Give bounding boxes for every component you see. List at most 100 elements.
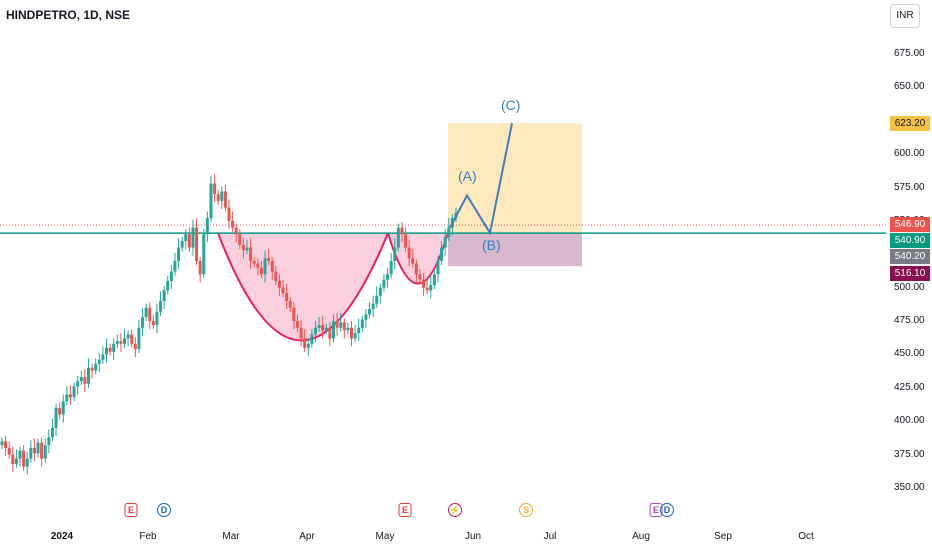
earnings-event-icon[interactable]: E	[398, 503, 412, 517]
candle-body	[180, 240, 184, 248]
candle-body	[342, 322, 346, 331]
candle-body	[61, 401, 65, 415]
price-badge: 540.20	[890, 249, 930, 264]
candle-body	[104, 347, 108, 355]
candle-body	[177, 247, 181, 261]
candle-body	[331, 321, 335, 339]
candle-body	[72, 386, 76, 398]
candle-body	[313, 327, 317, 335]
x-tick: Oct	[798, 531, 814, 542]
candle-body	[148, 307, 152, 322]
candle-body	[7, 447, 11, 455]
candle-body	[422, 279, 426, 288]
candle-body	[144, 307, 148, 318]
candle-body	[173, 260, 177, 272]
candle-body	[209, 183, 213, 219]
candle-body	[133, 343, 137, 350]
candle-body	[130, 334, 134, 344]
candle-body	[360, 319, 364, 328]
candle-body	[292, 307, 296, 322]
candle-body	[443, 236, 447, 248]
candle-body	[205, 218, 209, 235]
candle-body	[440, 247, 444, 261]
candle-body	[126, 334, 130, 339]
earnings-event-icon[interactable]: E	[124, 503, 138, 517]
symbol-title[interactable]: HINDPETRO, 1D, NSE	[6, 8, 131, 22]
currency-badge[interactable]: INR	[890, 4, 920, 28]
price-badge: 540.90	[890, 233, 930, 248]
y-tick: 500.00	[894, 281, 925, 293]
y-tick: 600.00	[894, 148, 925, 160]
wave-label: (C)	[501, 97, 521, 114]
y-tick: 450.00	[894, 348, 925, 360]
candle-body	[281, 287, 285, 294]
candle-body	[249, 247, 253, 261]
candle-body	[65, 394, 69, 402]
chart-canvas[interactable]	[0, 0, 886, 525]
candle-body	[50, 427, 54, 438]
candle-body	[252, 260, 256, 264]
candle-body	[83, 377, 87, 384]
candle-body	[155, 311, 159, 326]
price-badge: 623.20	[890, 116, 930, 131]
candle-body	[414, 263, 418, 275]
candle-body	[115, 341, 119, 344]
candle-body	[339, 322, 343, 328]
candle-body	[191, 227, 195, 248]
split-event-icon[interactable]: ⚡	[448, 503, 462, 517]
x-tick: May	[375, 531, 395, 542]
x-tick: Jul	[543, 531, 557, 542]
candle-body	[447, 227, 451, 237]
candle-body	[274, 271, 278, 282]
candle-body	[238, 234, 242, 245]
candle-body	[202, 234, 206, 275]
candle-body	[389, 260, 393, 275]
candle-body	[321, 325, 325, 331]
candle-body	[36, 442, 40, 454]
stop-zone	[448, 233, 582, 267]
y-tick: 400.00	[894, 415, 925, 427]
candle-body	[94, 363, 98, 371]
x-tick: Apr	[299, 531, 315, 542]
candle-body	[169, 271, 173, 282]
candle-body	[429, 285, 433, 291]
candle-body	[151, 321, 155, 326]
candle-body	[436, 260, 440, 275]
candle-body	[350, 327, 354, 339]
dividend-event-icon[interactable]: D	[157, 503, 171, 517]
time-axis[interactable]	[0, 525, 932, 550]
x-tick: Jun	[464, 531, 482, 542]
candle-body	[4, 441, 8, 448]
candle-body	[18, 450, 22, 459]
candle-body	[119, 341, 123, 344]
candle-body	[166, 281, 170, 291]
candle-body	[86, 367, 90, 384]
price-badge: 546.90	[890, 217, 930, 232]
candle-body	[227, 207, 231, 221]
candle-body	[295, 321, 299, 328]
candle-body	[368, 309, 372, 315]
candle-body	[79, 377, 83, 382]
y-tick: 425.00	[894, 381, 925, 393]
candle-body	[425, 287, 429, 291]
candle-body	[346, 327, 350, 331]
x-tick: 2024	[50, 531, 74, 542]
candle-body	[97, 359, 101, 364]
candle-body	[43, 445, 47, 459]
candle-body	[357, 327, 361, 334]
candle-body	[328, 327, 332, 339]
dividend-future-event-icon[interactable]: D	[660, 503, 674, 517]
candle-body	[382, 279, 386, 288]
x-tick: Aug	[632, 531, 650, 542]
candle-body	[393, 247, 397, 261]
candle-body	[195, 227, 199, 261]
candle-body	[375, 295, 379, 304]
candle-body	[256, 263, 260, 268]
candle-body	[270, 260, 274, 272]
candle-body	[216, 194, 220, 201]
dividend-event-icon[interactable]: S	[519, 503, 533, 517]
candle-body	[54, 407, 58, 428]
candle-body	[187, 234, 191, 248]
candle-body	[198, 260, 202, 275]
candle-body	[101, 354, 105, 360]
